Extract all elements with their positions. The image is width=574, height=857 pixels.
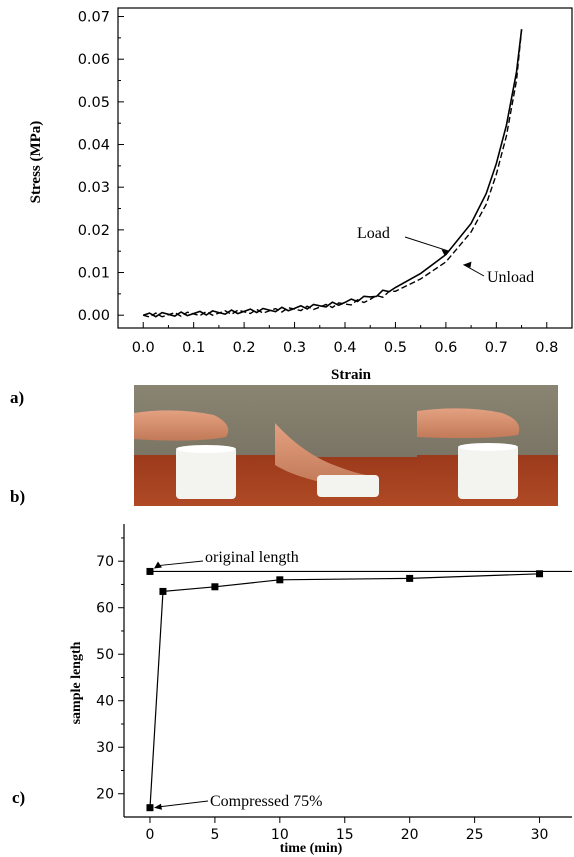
panel-label-a: a): [10, 388, 25, 407]
data-point-marker: [146, 804, 154, 812]
data-point-marker: [536, 570, 544, 578]
x-tick-label-a: 0.4: [333, 340, 356, 356]
y-axis-title-a: Stress (MPa): [28, 121, 44, 204]
y-tick-label-a: 0.04: [78, 138, 110, 154]
axis-ticks-c: 0 5 10 15 20 25 30 20 30 40 50 60 70: [96, 537, 549, 843]
data-point-marker: [406, 574, 414, 582]
unload-arrowhead: [463, 261, 472, 268]
y-tick-label-a: 0.06: [78, 52, 110, 68]
compressed-arrowhead: [153, 803, 162, 810]
foam-sample-recovered: [458, 445, 518, 499]
original-length-arrowhead: [153, 561, 162, 569]
unload-annotation-label: Unload: [487, 269, 534, 286]
y-tick-label-a: 0.02: [78, 223, 110, 239]
y-tick-label-c: 50: [96, 647, 114, 663]
compressed-annotation: Compressed 75%: [210, 793, 322, 810]
x-tick-label-a: 0.8: [535, 340, 558, 356]
data-point-marker: [276, 576, 284, 584]
x-tick-label-a: 0.2: [233, 340, 256, 356]
stress-strain-chart: 0.0 0.1 0.2 0.3 0.4 0.5 0.6 0.7 0.8 0.00 0.01 0.02 0…: [28, 7, 573, 383]
y-tick-label-a: 0.07: [78, 10, 110, 26]
x-tick-label-c: 30: [531, 827, 549, 843]
data-point-marker: [211, 583, 219, 591]
series-load-line: [142, 29, 523, 318]
load-arrowhead: [441, 249, 450, 256]
series-group-c: [146, 567, 572, 812]
load-annotation-label: Load: [357, 225, 390, 242]
annotations-a: Load Unload: [357, 225, 534, 286]
original-length-annotation: original length: [205, 549, 299, 566]
x-tick-label-a: 0.0: [132, 340, 155, 356]
y-tick-label-a: 0.03: [78, 180, 110, 196]
x-tick-label-c: 0: [146, 827, 155, 843]
y-tick-label-a: 0.01: [78, 266, 110, 282]
finger-icon: [134, 410, 229, 441]
plot-area-c: [123, 524, 572, 818]
x-tick-label-a: 0.5: [384, 340, 407, 356]
photo-frame-1: [134, 385, 275, 506]
x-axis-title-a: Strain: [331, 367, 372, 383]
y-axis-title-c: sample length: [69, 641, 84, 724]
x-tick-label-a: 0.6: [434, 340, 457, 356]
unload-arrow: [463, 264, 485, 277]
data-point-marker: [159, 587, 167, 595]
x-tick-label-a: 0.1: [182, 340, 205, 356]
x-tick-label-a: 0.7: [485, 340, 508, 356]
x-tick-label-c: 5: [210, 827, 219, 843]
foam-sample-compressed: [317, 475, 379, 497]
finger-icon: [275, 423, 374, 485]
x-tick-label-c: 15: [336, 827, 354, 843]
photo-illustration: [134, 385, 558, 506]
y-tick-label-c: 20: [96, 787, 114, 803]
y-tick-label-c: 40: [96, 694, 114, 710]
x-tick-label-c: 20: [401, 827, 419, 843]
annotations-c: original length Compressed 75%: [153, 549, 322, 810]
sample-length-chart: 0 5 10 15 20 25 30 20 30 40 50 60 70 original length…: [69, 524, 572, 856]
original-length-arrow: [159, 560, 204, 566]
x-tick-label-a: 0.3: [283, 340, 306, 356]
axis-ticks-a: 0.0 0.1 0.2 0.3 0.4 0.5 0.6 0.7 0.8 0.00 0.01 0.02 0…: [78, 10, 559, 356]
load-arrow: [404, 236, 450, 252]
recovery-series-line: [149, 573, 540, 808]
panel-label-c: c): [12, 788, 26, 807]
panel-label-b: b): [10, 487, 26, 506]
y-tick-label-c: 70: [96, 554, 114, 570]
x-tick-label-c: 25: [466, 827, 484, 843]
finger-icon: [417, 408, 520, 439]
compressed-arrow: [159, 800, 209, 808]
compression-photo-sequence: [134, 385, 558, 506]
series-group-a: [142, 29, 523, 318]
photo-frame-2: [275, 385, 417, 506]
foam-sample-full: [176, 447, 236, 499]
original-length-marker: [146, 567, 154, 575]
series-unload-line: [143, 29, 523, 318]
y-tick-label-a: 0.05: [78, 95, 110, 111]
y-tick-label-a: 0.00: [78, 308, 110, 324]
y-tick-label-c: 60: [96, 601, 114, 617]
photo-frame-3: [417, 385, 558, 506]
x-axis-title-c: time (min): [280, 841, 343, 856]
x-tick-label-c: 10: [271, 827, 289, 843]
y-tick-label-c: 30: [96, 740, 114, 756]
